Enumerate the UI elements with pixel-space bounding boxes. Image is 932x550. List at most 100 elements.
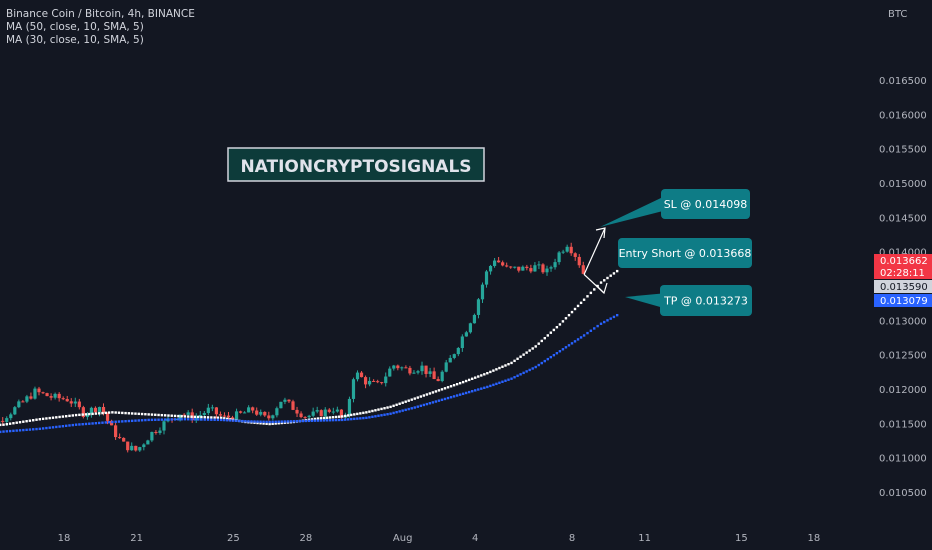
ma-point: [25, 428, 28, 432]
ma-point: [292, 420, 296, 423]
legend-ma50[interactable]: MA (50, close, 10, SMA, 5): [6, 21, 144, 33]
ma-point: [104, 411, 107, 415]
candle-body: [513, 266, 517, 268]
ma-point: [531, 347, 534, 350]
ma-point: [226, 417, 229, 421]
ma-point: [452, 384, 456, 387]
ma-point: [443, 397, 447, 401]
moving-averages: [0, 269, 619, 434]
ma-point: [446, 386, 450, 389]
candle-body: [295, 409, 299, 414]
candle-body: [21, 401, 25, 403]
ma-point: [579, 301, 583, 305]
ma-point: [609, 274, 612, 277]
ma30-line: [0, 313, 619, 434]
candle-body: [420, 365, 424, 372]
ma-point: [316, 417, 320, 420]
ma-point: [289, 420, 292, 423]
ma-point: [480, 387, 483, 390]
price-tag-value: 0.013662: [880, 256, 928, 267]
ma-point: [416, 396, 419, 399]
ma-point: [220, 416, 223, 420]
ma-point: [522, 371, 525, 375]
candle-body: [230, 417, 235, 420]
ma-point: [371, 409, 374, 413]
chart-legend: Binance Coin / Bitcoin, 4h, BINANCE MA (…: [6, 8, 195, 47]
legend-ma30[interactable]: MA (30, close, 10, SMA, 5): [6, 34, 144, 46]
ma-point: [91, 412, 94, 416]
ma-point: [88, 412, 91, 416]
ma-point: [144, 413, 147, 416]
ma-point: [586, 331, 589, 335]
candle-body: [505, 265, 509, 267]
ma-point: [283, 420, 286, 423]
ma-point: [298, 419, 302, 423]
ma-point: [183, 415, 187, 418]
ma-point: [586, 295, 589, 298]
ma-point: [389, 412, 392, 415]
ma-point: [467, 378, 471, 382]
ma-point: [2, 430, 5, 433]
candle-body: [380, 382, 384, 384]
ma-point: [534, 345, 537, 348]
legend-symbol[interactable]: Binance Coin / Bitcoin, 4h, BINANCE: [6, 8, 195, 20]
entry-label[interactable]: Entry Short @ 0.013668: [618, 238, 752, 268]
ma-point: [599, 322, 603, 325]
candle-body: [29, 396, 33, 399]
ma-point: [32, 419, 35, 422]
time-tick-label: 11: [638, 533, 651, 544]
ma-point: [362, 411, 365, 415]
candle-body: [214, 407, 218, 415]
candle-body: [234, 411, 239, 420]
ma-point: [340, 415, 344, 418]
price-tick-label: 0.015500: [879, 145, 927, 156]
ma-point: [0, 423, 2, 427]
ma-point: [97, 412, 101, 415]
candle-body: [154, 431, 158, 433]
ma-point: [226, 419, 229, 422]
candle-body: [476, 299, 481, 315]
ma-point: [458, 393, 462, 396]
ma-point: [549, 331, 553, 334]
candle-body: [25, 396, 29, 402]
ma-point: [368, 416, 371, 419]
ma-point: [615, 313, 619, 317]
ma-point: [368, 410, 371, 413]
ma-point: [5, 430, 9, 433]
price-tick-label: 0.010500: [879, 488, 927, 499]
ma-point: [443, 387, 447, 390]
ma-point: [555, 326, 559, 329]
time-tick-label: Aug: [393, 533, 413, 544]
ma-point: [365, 416, 368, 420]
candle-body: [283, 399, 287, 402]
ma-point: [190, 418, 193, 421]
ma-point: [455, 382, 459, 386]
sl-label[interactable]: SL @ 0.014098: [600, 189, 750, 227]
candle-body: [472, 314, 477, 324]
ma-point: [259, 420, 262, 423]
ma-point: [480, 374, 483, 377]
ma-point: [301, 419, 305, 423]
candle-body: [178, 414, 182, 419]
time-tick-label: 18: [58, 533, 71, 544]
ma-point: [528, 349, 531, 352]
ma-point: [498, 366, 501, 370]
time-axis[interactable]: 18 21 25 28 Aug 4 8 11 15 18: [58, 533, 821, 544]
ma-point: [183, 418, 187, 421]
ma-point: [474, 376, 477, 379]
candle-body: [81, 407, 85, 417]
ma-point: [486, 385, 489, 389]
tp-label[interactable]: TP @ 0.013273: [625, 285, 752, 316]
candle-body: [126, 441, 130, 451]
candle-body: [452, 354, 456, 358]
ma-point: [216, 416, 220, 419]
ma-point: [567, 344, 571, 347]
ma-point: [253, 421, 256, 424]
ma-point: [193, 418, 197, 421]
ma-point: [137, 412, 140, 416]
price-tag-countdown: 02:28:11: [880, 268, 925, 279]
ma-point: [313, 419, 317, 422]
ma-point: [74, 423, 78, 426]
